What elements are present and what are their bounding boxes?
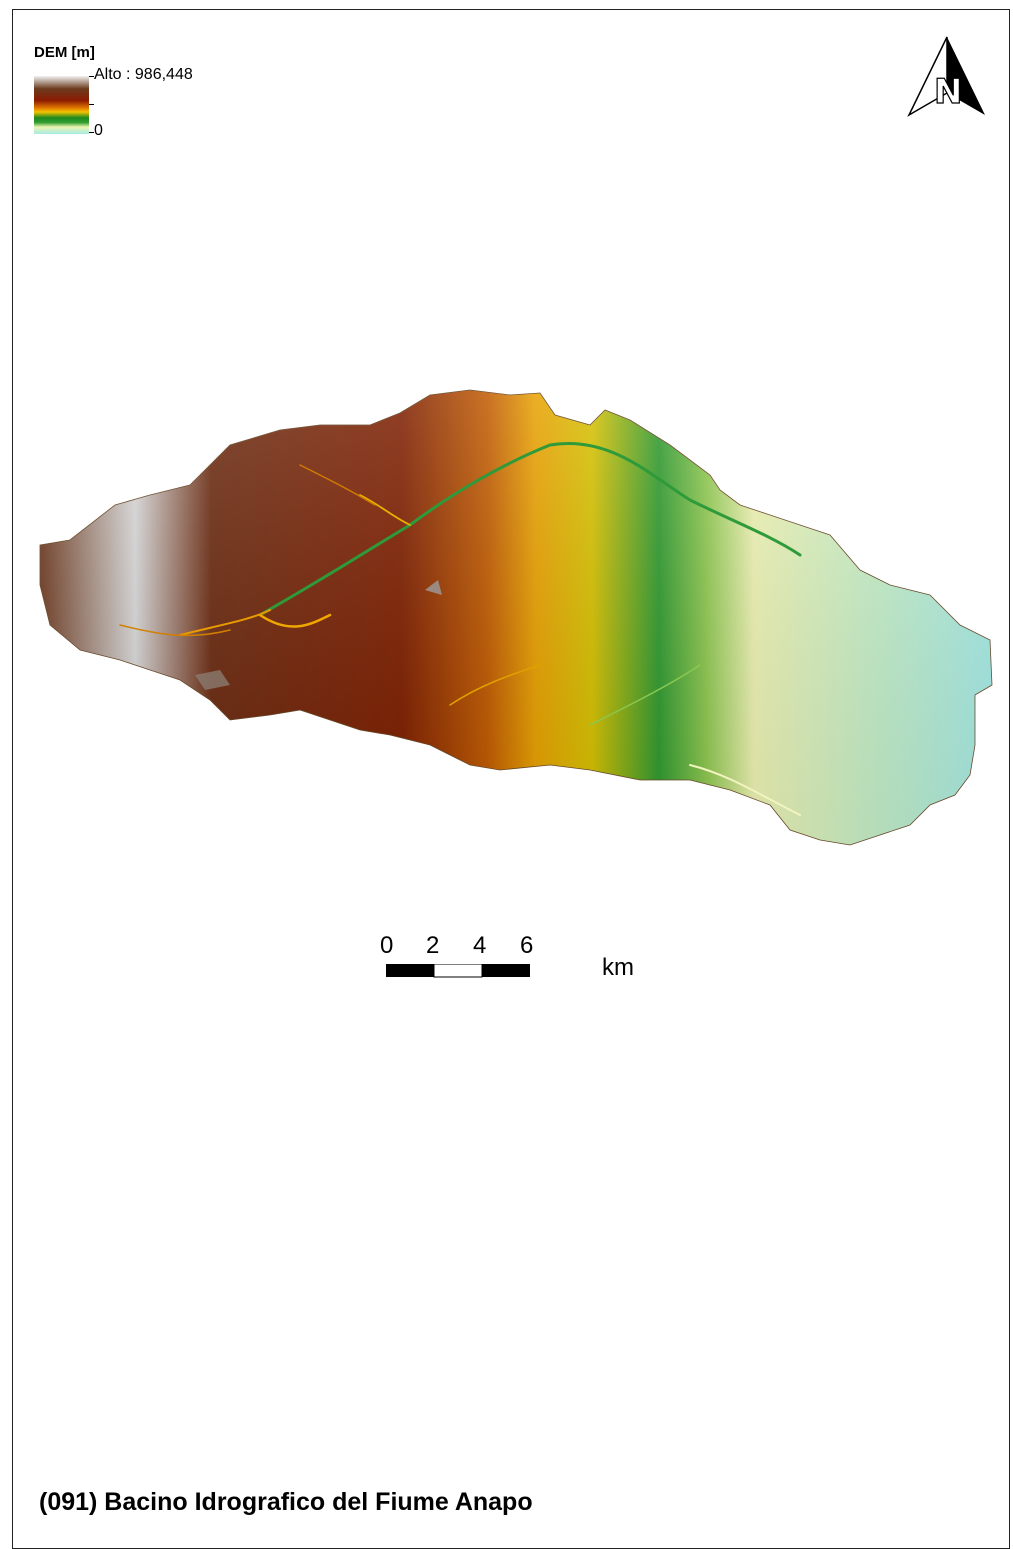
- tributary: [119, 624, 231, 637]
- legend-high-label: Alto : 986,448: [94, 66, 193, 83]
- scale-label-0: 0: [380, 932, 394, 959]
- legend-low-label: 0: [94, 122, 103, 139]
- basin-elevation-map: [39, 389, 993, 846]
- tributary: [258, 613, 332, 628]
- legend-title: DEM [m]: [34, 44, 95, 61]
- main-river: [258, 442, 802, 617]
- scale-unit: km: [602, 954, 634, 981]
- north-arrow-icon: N: [907, 36, 985, 117]
- tributary: [179, 609, 271, 636]
- tributary: [449, 664, 541, 706]
- scale-bar-graphic: [386, 964, 530, 978]
- legend-tick-mid: [89, 104, 94, 105]
- scale-label-4: 4: [473, 932, 487, 959]
- scale-label-6: 6: [520, 932, 534, 959]
- tributary: [299, 464, 376, 506]
- tributary: [689, 764, 801, 816]
- north-arrow-letter: N: [934, 72, 962, 112]
- map-title: (091) Bacino Idrografico del Fiume Anapo: [39, 1488, 533, 1516]
- scale-bar: 0 2 4 6 km: [380, 932, 660, 992]
- tributary: [589, 664, 701, 726]
- scale-label-2: 2: [426, 932, 440, 959]
- tributary: [359, 494, 411, 526]
- basin-shading: [40, 390, 992, 845]
- legend-tick-high: [89, 76, 94, 77]
- legend-color-ramp: [34, 76, 89, 134]
- grey-peak: [425, 580, 442, 595]
- legend-tick-low: [89, 132, 94, 133]
- grey-peak: [195, 670, 230, 690]
- river-network: [119, 442, 802, 816]
- legend: DEM [m] Alto : 986,448 0: [34, 44, 274, 144]
